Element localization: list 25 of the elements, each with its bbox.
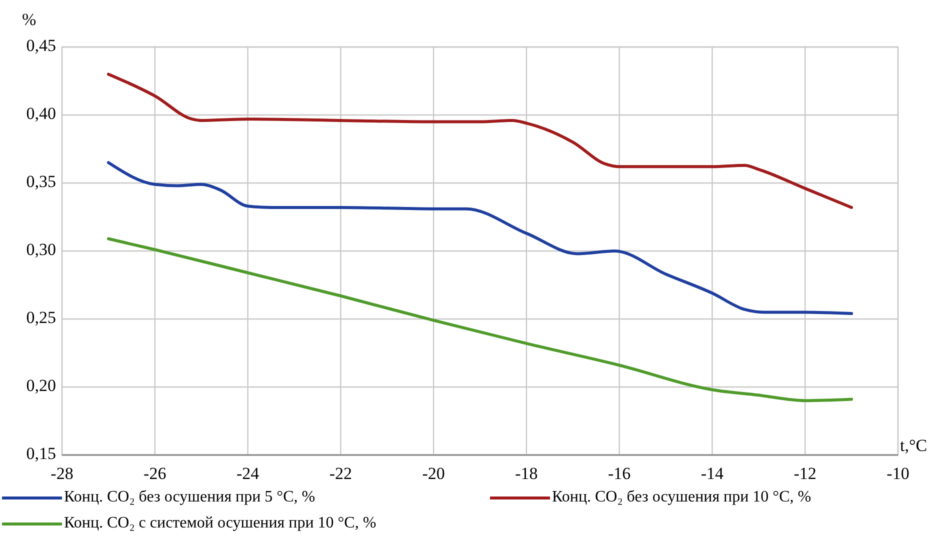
- x-tick-label: -18: [515, 464, 538, 483]
- line-series: [106, 161, 854, 316]
- line-series: [106, 72, 854, 209]
- x-tick-label: -16: [608, 464, 631, 483]
- y-tick-label: 0,15: [26, 444, 56, 463]
- y-axis-title: %: [22, 10, 36, 29]
- y-tick-label: 0,40: [26, 104, 56, 123]
- x-tick-label: -12: [794, 464, 816, 483]
- legend-label: Конц. CO₂ с системой осушения при 10 °С, %: [64, 514, 376, 532]
- x-tick-label: -20: [422, 464, 445, 483]
- x-tick-label: -26: [144, 464, 166, 483]
- legend-label: Конц. CO₂ без осушения при 5 °С, %: [64, 488, 316, 506]
- y-tick-label: 0,45: [26, 36, 56, 55]
- x-tick-label: -24: [236, 464, 260, 483]
- y-tick-label: 0,25: [26, 308, 56, 327]
- line-series: [106, 237, 854, 402]
- x-tick-label: -22: [329, 464, 352, 483]
- legend-label: Конц. CO₂ без осушения при 10 °С, %: [552, 488, 812, 506]
- x-tick-label: -10: [886, 464, 910, 483]
- y-tick-label: 0,20: [26, 376, 56, 395]
- y-tick-label: 0,30: [26, 240, 56, 259]
- y-tick-label: 0,35: [26, 172, 56, 191]
- x-tick-label: -14: [700, 464, 724, 483]
- x-tick-label: -28: [50, 464, 74, 483]
- x-axis-title: t,°C: [900, 436, 928, 455]
